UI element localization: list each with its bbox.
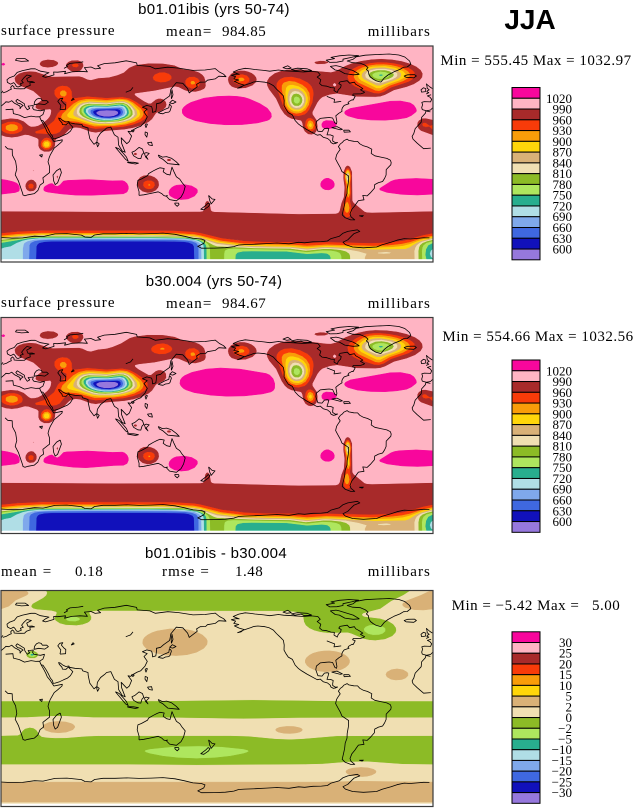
svg-text:810: 810 (553, 166, 573, 181)
svg-text:25: 25 (559, 646, 572, 661)
svg-text:2: 2 (566, 699, 573, 714)
svg-text:−25: −25 (552, 774, 572, 789)
svg-text:1020: 1020 (546, 91, 572, 106)
svg-text:690: 690 (553, 482, 573, 497)
svg-text:5: 5 (566, 689, 573, 704)
svg-text:930: 930 (553, 123, 573, 138)
svg-text:630: 630 (553, 503, 573, 518)
svg-text:750: 750 (553, 460, 573, 475)
svg-text:840: 840 (553, 155, 573, 170)
svg-text:−30: −30 (552, 785, 572, 800)
svg-text:0: 0 (566, 710, 573, 725)
svg-text:15: 15 (559, 667, 572, 682)
svg-text:870: 870 (553, 417, 573, 432)
svg-text:900: 900 (553, 134, 573, 149)
svg-text:780: 780 (553, 449, 573, 464)
svg-text:−5: −5 (558, 732, 572, 747)
svg-text:900: 900 (553, 406, 573, 421)
svg-text:10: 10 (559, 678, 572, 693)
svg-text:−2: −2 (558, 721, 572, 736)
svg-text:960: 960 (553, 385, 573, 400)
svg-text:930: 930 (553, 396, 573, 411)
svg-text:660: 660 (553, 493, 573, 508)
svg-text:30: 30 (559, 635, 572, 650)
svg-text:−20: −20 (552, 764, 572, 779)
svg-text:−15: −15 (552, 753, 572, 768)
svg-text:960: 960 (553, 112, 573, 127)
svg-text:990: 990 (553, 374, 573, 389)
svg-text:1020: 1020 (546, 363, 572, 378)
svg-text:20: 20 (559, 656, 572, 671)
svg-text:720: 720 (553, 198, 573, 213)
svg-text:780: 780 (553, 177, 573, 192)
svg-text:990: 990 (553, 102, 573, 117)
svg-text:840: 840 (553, 428, 573, 443)
svg-text:600: 600 (553, 242, 573, 257)
svg-text:810: 810 (553, 439, 573, 454)
svg-text:690: 690 (553, 209, 573, 224)
svg-text:−10: −10 (552, 742, 572, 757)
svg-text:660: 660 (553, 220, 573, 235)
svg-text:630: 630 (553, 231, 573, 246)
svg-text:870: 870 (553, 145, 573, 160)
svg-text:750: 750 (553, 188, 573, 203)
svg-text:600: 600 (553, 514, 573, 529)
svg-text:720: 720 (553, 471, 573, 486)
